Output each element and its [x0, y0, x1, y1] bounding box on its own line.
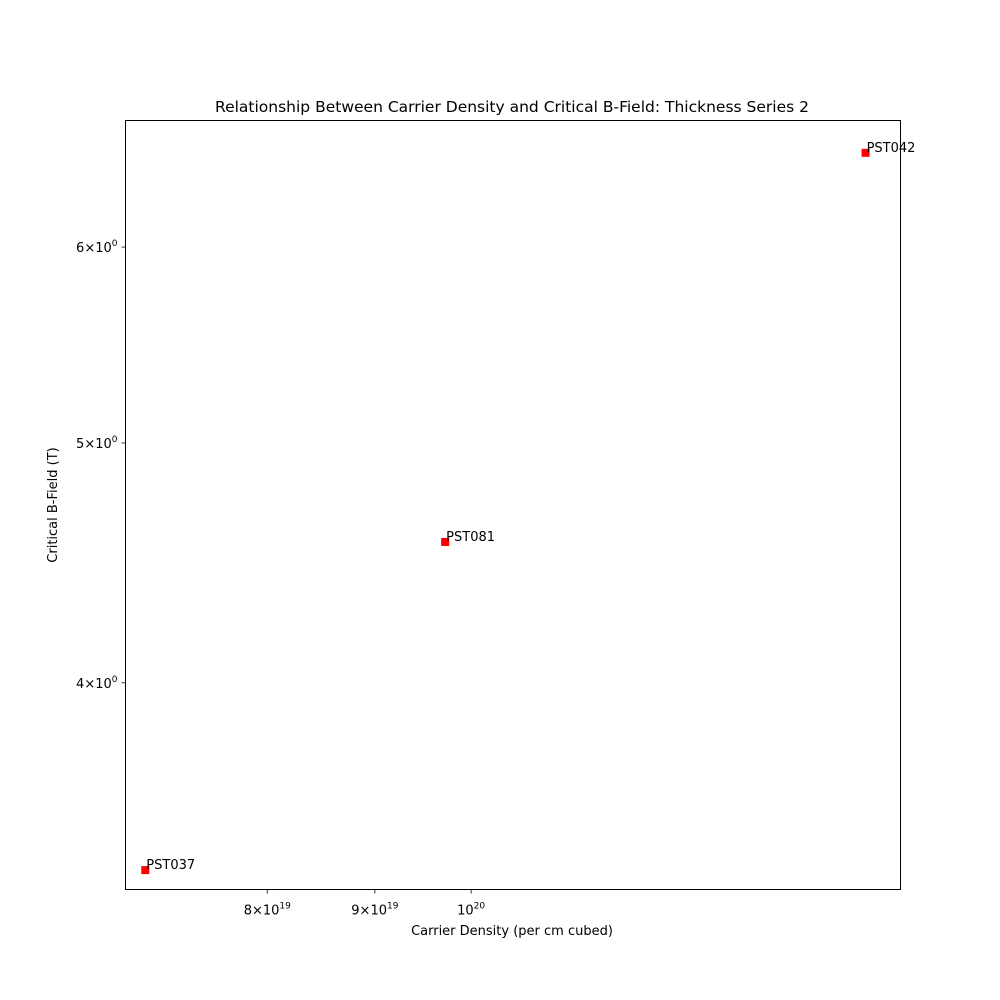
- y-axis-label: Critical B-Field (T): [46, 447, 61, 562]
- data-point: [861, 148, 870, 157]
- x-axis-label: Carrier Density (per cm cubed): [411, 924, 613, 939]
- x-tick-label: 9×1019: [351, 902, 398, 919]
- point-label: PST037: [146, 858, 195, 873]
- y-tick-label: 4×100: [76, 675, 118, 692]
- y-axis-ticks: 4×100 5×100 6×100: [76, 239, 126, 692]
- x-tick-label: 8×1019: [244, 902, 291, 919]
- data-point: [141, 866, 150, 875]
- y-tick-label: 5×100: [76, 435, 118, 452]
- y-tick-label: 6×100: [76, 239, 118, 256]
- point-label: PST081: [446, 530, 495, 545]
- point-label: PST042: [867, 141, 916, 156]
- plot-area: [125, 120, 901, 890]
- x-axis-ticks: 8×1019 9×1019 1020: [244, 889, 485, 919]
- x-tick-label: 1020: [457, 902, 485, 919]
- data-point: [441, 537, 450, 546]
- chart-title: Relationship Between Carrier Density and…: [215, 98, 809, 116]
- data-points: PST037 PST081 PST042: [141, 141, 916, 875]
